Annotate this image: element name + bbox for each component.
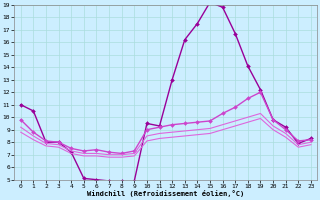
X-axis label: Windchill (Refroidissement éolien,°C): Windchill (Refroidissement éolien,°C) [87,190,244,197]
